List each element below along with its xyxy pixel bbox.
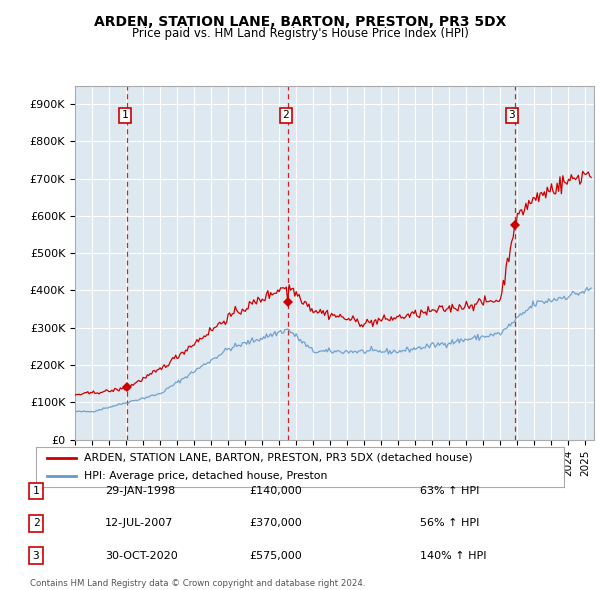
Text: 56% ↑ HPI: 56% ↑ HPI (420, 519, 479, 528)
Text: 29-JAN-1998: 29-JAN-1998 (105, 486, 175, 496)
Text: £370,000: £370,000 (250, 519, 302, 528)
Text: 63% ↑ HPI: 63% ↑ HPI (420, 486, 479, 496)
Text: 2: 2 (282, 110, 289, 120)
Text: 140% ↑ HPI: 140% ↑ HPI (420, 551, 487, 560)
Text: 12-JUL-2007: 12-JUL-2007 (105, 519, 173, 528)
Text: ARDEN, STATION LANE, BARTON, PRESTON, PR3 5DX (detached house): ARDEN, STATION LANE, BARTON, PRESTON, PR… (83, 453, 472, 463)
Text: HPI: Average price, detached house, Preston: HPI: Average price, detached house, Pres… (83, 470, 327, 480)
Text: 3: 3 (32, 551, 40, 560)
Text: £140,000: £140,000 (250, 486, 302, 496)
Text: 3: 3 (509, 110, 515, 120)
Text: ARDEN, STATION LANE, BARTON, PRESTON, PR3 5DX: ARDEN, STATION LANE, BARTON, PRESTON, PR… (94, 15, 506, 29)
Text: Contains HM Land Registry data © Crown copyright and database right 2024.
This d: Contains HM Land Registry data © Crown c… (30, 579, 365, 590)
Text: £575,000: £575,000 (250, 551, 302, 560)
Text: 2: 2 (32, 519, 40, 528)
Text: Price paid vs. HM Land Registry's House Price Index (HPI): Price paid vs. HM Land Registry's House … (131, 27, 469, 40)
Text: 30-OCT-2020: 30-OCT-2020 (105, 551, 178, 560)
Text: 1: 1 (121, 110, 128, 120)
Text: 1: 1 (32, 486, 40, 496)
